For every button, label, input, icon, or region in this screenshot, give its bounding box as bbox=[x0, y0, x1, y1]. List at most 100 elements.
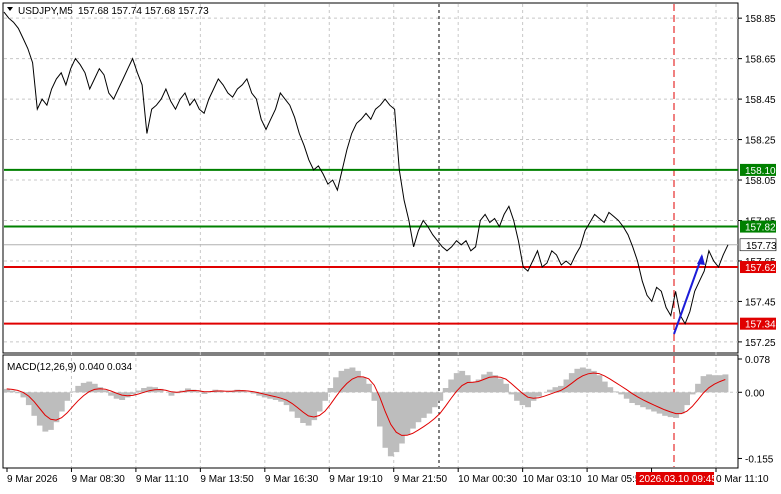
price-tick-label: 157.45 bbox=[745, 297, 776, 308]
macd-histogram bbox=[4, 368, 728, 457]
macd-bar bbox=[355, 371, 361, 392]
level-tag-text: 157.62 bbox=[745, 263, 776, 274]
macd-bar bbox=[130, 392, 136, 394]
macd-bar bbox=[695, 384, 701, 393]
macd-bar bbox=[492, 375, 498, 392]
macd-bar bbox=[717, 375, 723, 392]
macd-bar bbox=[328, 388, 334, 392]
macd-bar bbox=[657, 392, 663, 413]
macd-bar bbox=[350, 368, 356, 393]
macd-bar bbox=[618, 392, 624, 394]
macd-bar bbox=[624, 392, 630, 398]
macd-bar bbox=[372, 392, 378, 401]
price-panel-frame bbox=[3, 3, 738, 353]
macd-bar bbox=[668, 392, 674, 417]
macd-bar bbox=[498, 379, 504, 393]
time-tick-label: 9 Mar 21:50 bbox=[394, 474, 448, 485]
macd-bar bbox=[520, 392, 526, 405]
macd-tick-label: -0.155 bbox=[745, 454, 774, 465]
macd-bar bbox=[393, 392, 399, 452]
macd-bar bbox=[284, 392, 290, 405]
macd-bar bbox=[635, 392, 641, 405]
macd-bar bbox=[531, 392, 537, 401]
macd-bar bbox=[607, 387, 613, 392]
price-tick-label: 157.25 bbox=[745, 338, 776, 349]
macd-bar bbox=[97, 387, 103, 392]
macd-bar bbox=[591, 371, 597, 392]
time-tick-label: 9 Mar 19:10 bbox=[329, 474, 383, 485]
macd-bar bbox=[470, 382, 476, 393]
macd-bar bbox=[580, 368, 586, 393]
macd-bar bbox=[81, 383, 87, 392]
macd-bar bbox=[169, 392, 175, 395]
macd-bar bbox=[202, 392, 208, 394]
macd-bar bbox=[317, 392, 323, 411]
price-tick-label: 158.85 bbox=[745, 14, 776, 25]
macd-bar bbox=[108, 392, 114, 395]
ohlc-values: 157.68 157.74 157.68 157.73 bbox=[78, 6, 209, 17]
macd-bar bbox=[383, 392, 389, 448]
macd-bar bbox=[646, 392, 652, 409]
macd-bar bbox=[125, 392, 131, 397]
time-tick-label: 9 Mar 08:30 bbox=[71, 474, 125, 485]
macd-bar bbox=[690, 392, 696, 394]
macd-bar bbox=[415, 392, 421, 422]
macd-bar bbox=[547, 390, 553, 393]
triangle-down-icon[interactable] bbox=[7, 7, 13, 11]
macd-bar bbox=[662, 392, 668, 416]
macd-tick-label: 0.00 bbox=[745, 388, 765, 399]
macd-bar bbox=[525, 392, 531, 407]
macd-axis[interactable]: 0.078 0.00 -0.155 bbox=[738, 355, 774, 465]
macd-bar bbox=[701, 376, 707, 392]
macd-bar bbox=[404, 392, 410, 435]
macd-bar bbox=[361, 377, 367, 392]
symbol-label: USDJPY,M5 bbox=[18, 6, 73, 17]
macd-bar bbox=[410, 392, 416, 428]
time-tick-label: 9 Mar 11:10 bbox=[136, 474, 189, 485]
arrow-head-icon bbox=[697, 254, 705, 265]
level-tag-text: 157.34 bbox=[745, 320, 776, 331]
horizontal-levels[interactable] bbox=[4, 170, 738, 324]
macd-bar bbox=[651, 392, 657, 411]
macd-title: MACD(12,26,9) 0.040 0.034 bbox=[7, 362, 133, 373]
level-tag-text: 157.82 bbox=[745, 223, 776, 234]
level-tag-text: 158.10 bbox=[745, 166, 776, 177]
macd-bar bbox=[92, 384, 98, 393]
macd-bar bbox=[119, 392, 125, 400]
current-price-tag-text: 157.73 bbox=[746, 241, 777, 252]
time-tick-label: 9 Mar 13:50 bbox=[200, 474, 254, 485]
macd-bar bbox=[585, 369, 591, 393]
price-axis[interactable]: 158.85158.65158.45158.25158.05157.85157.… bbox=[738, 14, 776, 349]
macd-bar bbox=[333, 377, 339, 392]
macd-bar bbox=[443, 388, 449, 392]
macd-bar bbox=[300, 392, 306, 423]
macd-tick-label: 0.078 bbox=[745, 355, 770, 366]
price-gridlines bbox=[4, 18, 738, 392]
macd-bar bbox=[306, 392, 312, 425]
macd-bar bbox=[103, 390, 109, 392]
macd-bar bbox=[679, 392, 685, 413]
macd-bar bbox=[602, 382, 608, 393]
time-tick-label: 0 Mar 11:10 bbox=[716, 474, 769, 485]
current-price-tag: 157.73 bbox=[740, 239, 777, 252]
price-tick-label: 158.05 bbox=[745, 176, 776, 187]
time-tick-label: 10 Mar 00:30 bbox=[458, 474, 517, 485]
macd-bar bbox=[322, 392, 328, 401]
macd-bar bbox=[481, 374, 487, 392]
price-tick-label: 158.65 bbox=[745, 55, 776, 66]
macd-bar bbox=[426, 392, 432, 413]
macd-bar bbox=[278, 392, 284, 401]
price-tick-label: 158.45 bbox=[745, 95, 776, 106]
macd-bar bbox=[64, 392, 70, 401]
macd-bar bbox=[48, 392, 54, 430]
macd-bar bbox=[596, 375, 602, 392]
time-tick-label: 10 Mar 03:10 bbox=[523, 474, 582, 485]
macd-bar bbox=[53, 392, 59, 422]
macd-bar bbox=[344, 369, 350, 393]
blue-trend-arrow[interactable] bbox=[674, 254, 705, 334]
macd-bar bbox=[684, 392, 690, 405]
macd-bar bbox=[613, 391, 619, 392]
